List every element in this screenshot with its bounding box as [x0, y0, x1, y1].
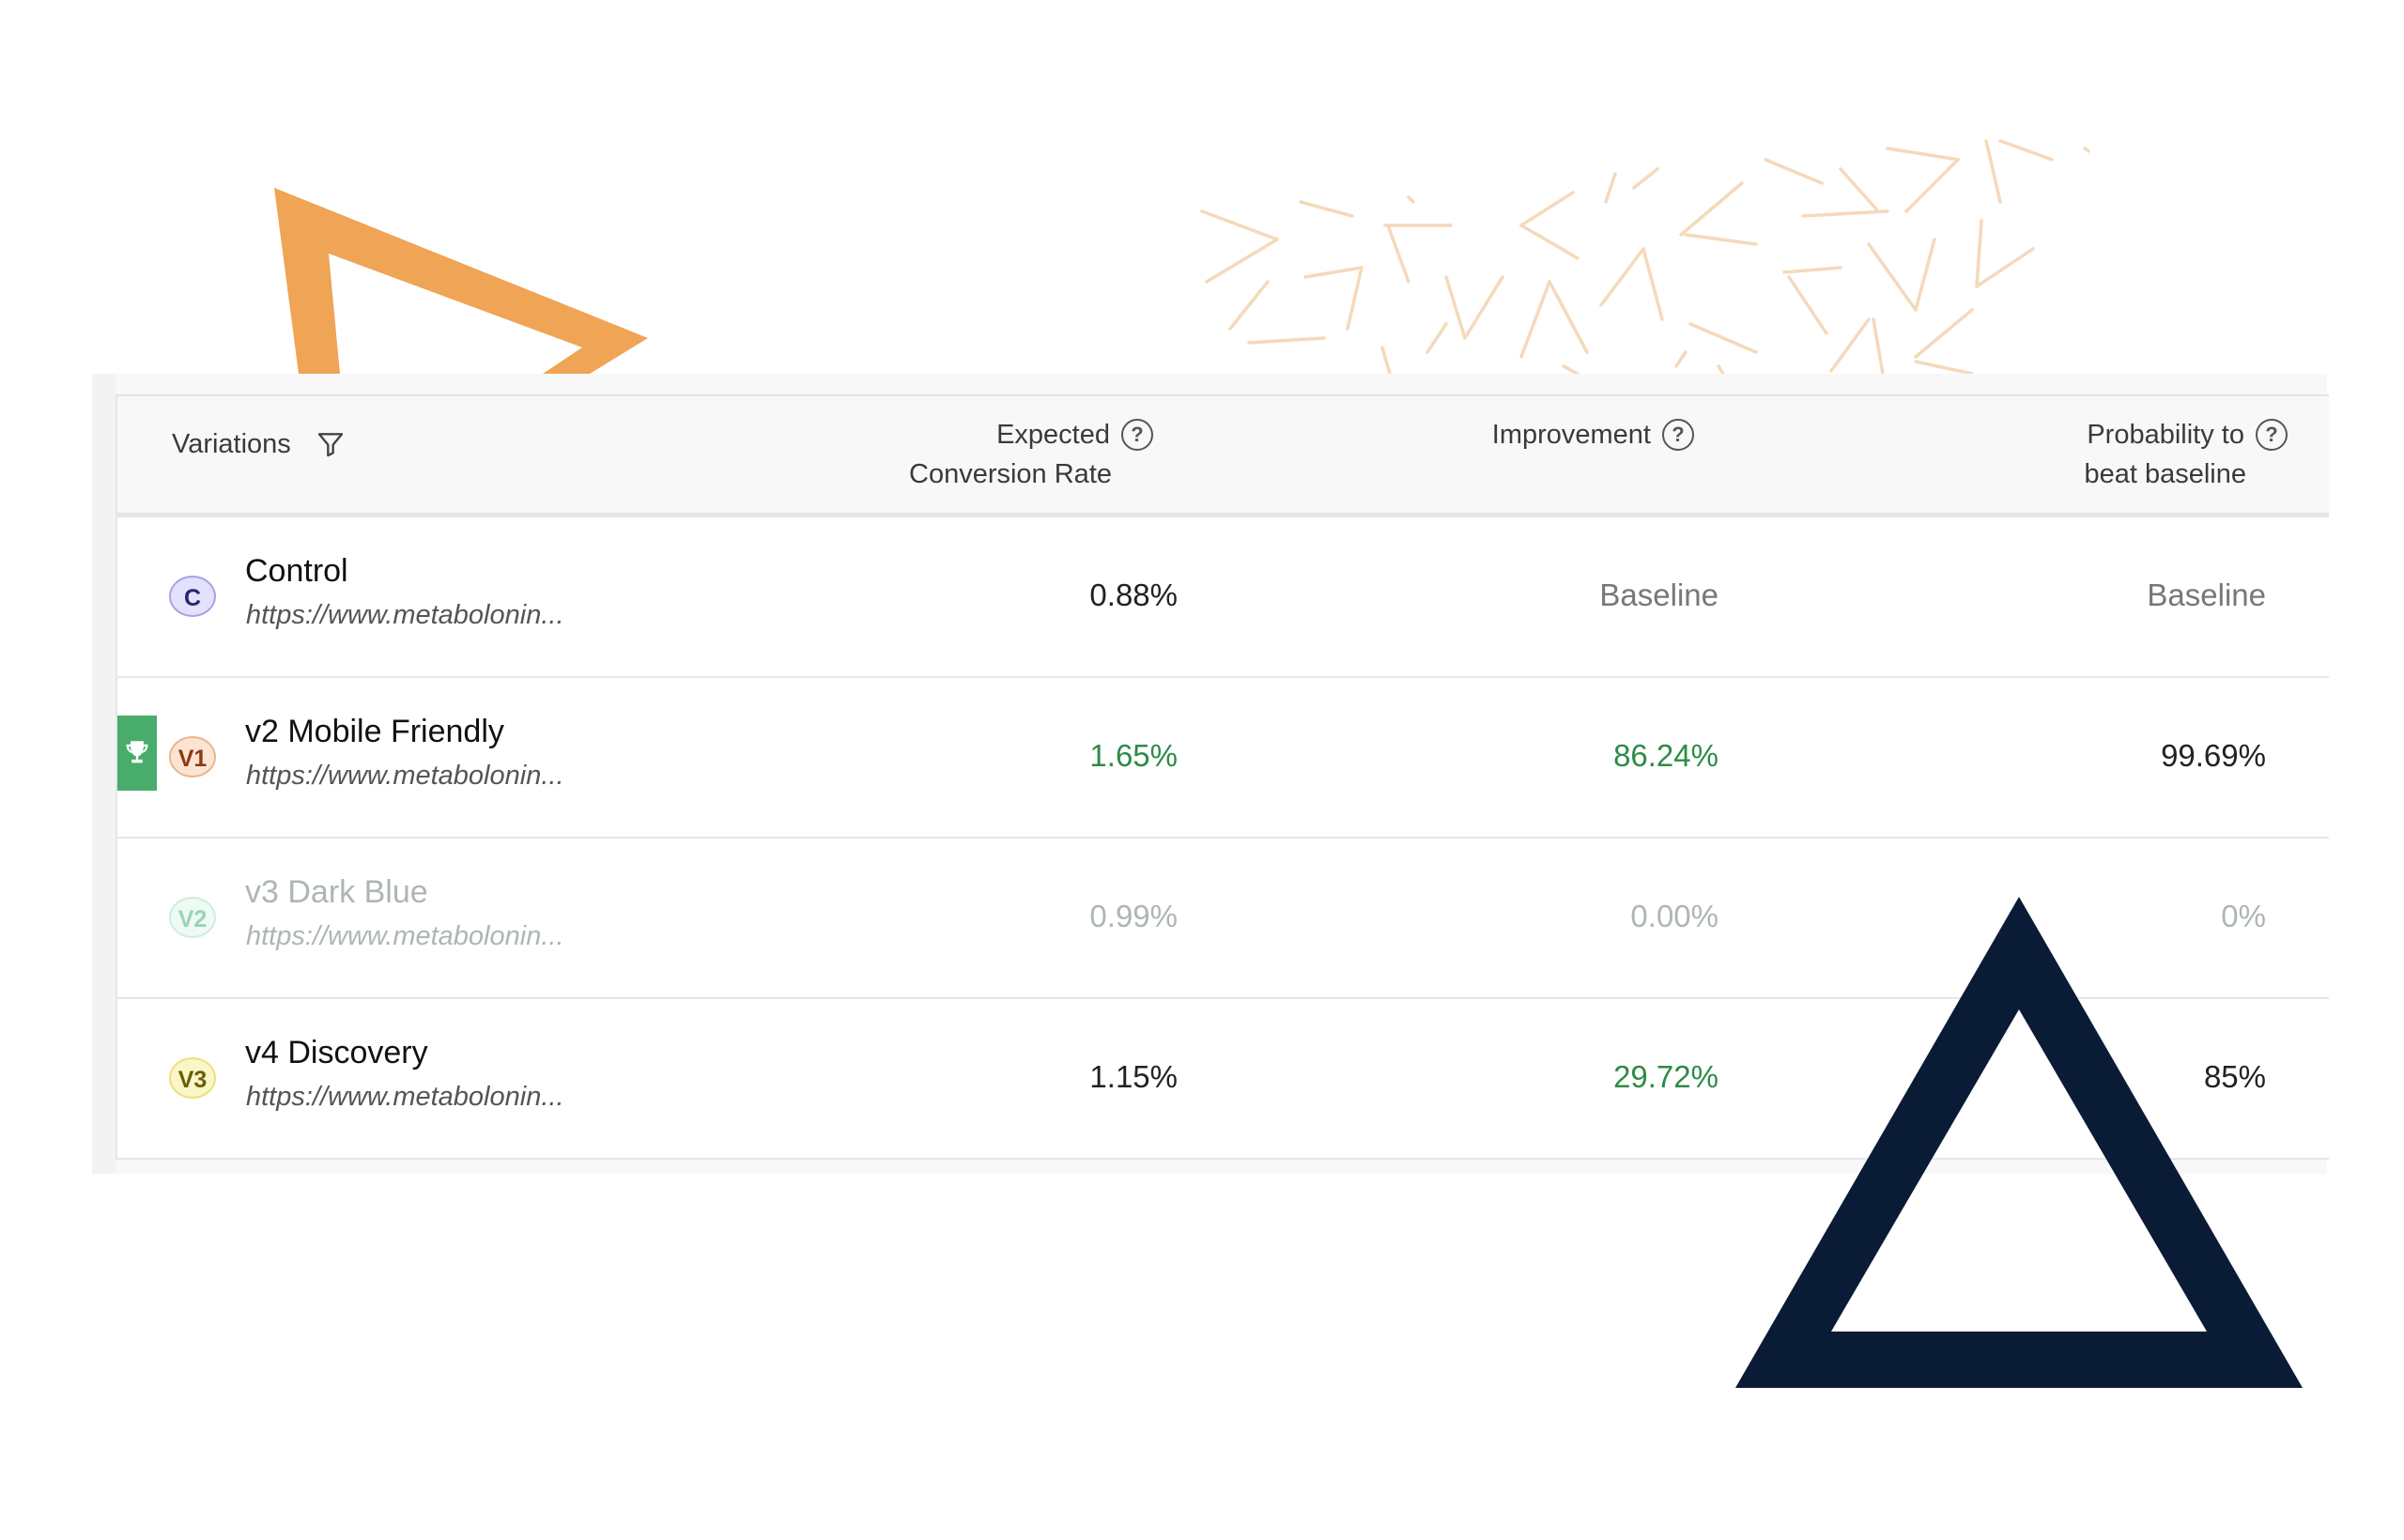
table-row[interactable]: V1 v2 Mobile Friendly https://www.metabo… [117, 678, 2329, 839]
filter-icon[interactable] [316, 429, 346, 459]
table-row[interactable]: V3 v4 Discovery https://www.metabolonin.… [117, 999, 2329, 1160]
prob-header-line2: beat baseline [2084, 459, 2246, 489]
improvement-value: 29.72% [1613, 1059, 1718, 1094]
variations-header: Variations [172, 424, 346, 464]
variation-name: v3 Dark Blue [245, 874, 428, 910]
variation-badge: V3 [169, 1057, 216, 1099]
improvement-value: 0.00% [1630, 899, 1718, 933]
variation-badge: V2 [169, 897, 216, 938]
ecr-header-line1: Expected [996, 420, 1110, 450]
probability-value: 0% [2221, 899, 2266, 933]
improvement-value: Baseline [1599, 578, 1718, 612]
help-circle-icon[interactable]: ? [2256, 419, 2288, 451]
variation-url[interactable]: https://www.metabolonin... [246, 921, 564, 951]
variation-badge: C [169, 576, 216, 617]
expected-conversion-rate-header: Expected? Conversion Rate [909, 415, 1153, 494]
winner-marker [117, 716, 157, 791]
trophy-icon [124, 739, 150, 767]
variation-url[interactable]: https://www.metabolonin... [246, 600, 564, 630]
expected-conversion-rate: 1.65% [1089, 738, 1178, 773]
expected-conversion-rate: 1.15% [1089, 1059, 1178, 1094]
help-circle-icon[interactable]: ? [1662, 419, 1694, 451]
ecr-header-line2: Conversion Rate [909, 459, 1112, 489]
orange-chevron-decoration [274, 139, 2090, 376]
variation-badge: V1 [169, 736, 216, 778]
variations-header-label: Variations [172, 429, 291, 459]
probability-value: Baseline [2147, 578, 2266, 612]
expected-conversion-rate: 0.88% [1089, 578, 1178, 612]
improvement-header-label: Improvement [1491, 420, 1651, 450]
probability-header: Probability to? beat baseline [2084, 415, 2288, 494]
variation-name: v4 Discovery [245, 1035, 428, 1070]
variation-name: Control [245, 553, 348, 589]
prob-header-line1: Probability to [2087, 420, 2244, 450]
variation-name: v2 Mobile Friendly [245, 714, 504, 749]
table-row[interactable]: C Control https://www.metabolonin... 0.8… [117, 517, 2329, 678]
table-header: Variations Expected? Conversion Rate Imp… [117, 394, 2329, 517]
improvement-header: Improvement? [1492, 415, 1694, 454]
panel-edge [92, 374, 116, 1174]
help-circle-icon[interactable]: ? [1121, 419, 1153, 451]
expected-conversion-rate: 0.99% [1089, 899, 1178, 933]
improvement-value: 86.24% [1613, 738, 1718, 773]
table-row[interactable]: V2 v3 Dark Blue https://www.metabolonin.… [117, 839, 2329, 999]
probability-value: 99.69% [2161, 738, 2266, 773]
scattered-dashes-decoration [1200, 139, 2090, 376]
variation-url[interactable]: https://www.metabolonin... [246, 1082, 564, 1112]
variation-url[interactable]: https://www.metabolonin... [246, 761, 564, 791]
probability-value: 85% [2203, 1059, 2266, 1094]
results-table: Variations Expected? Conversion Rate Imp… [116, 394, 2329, 1160]
